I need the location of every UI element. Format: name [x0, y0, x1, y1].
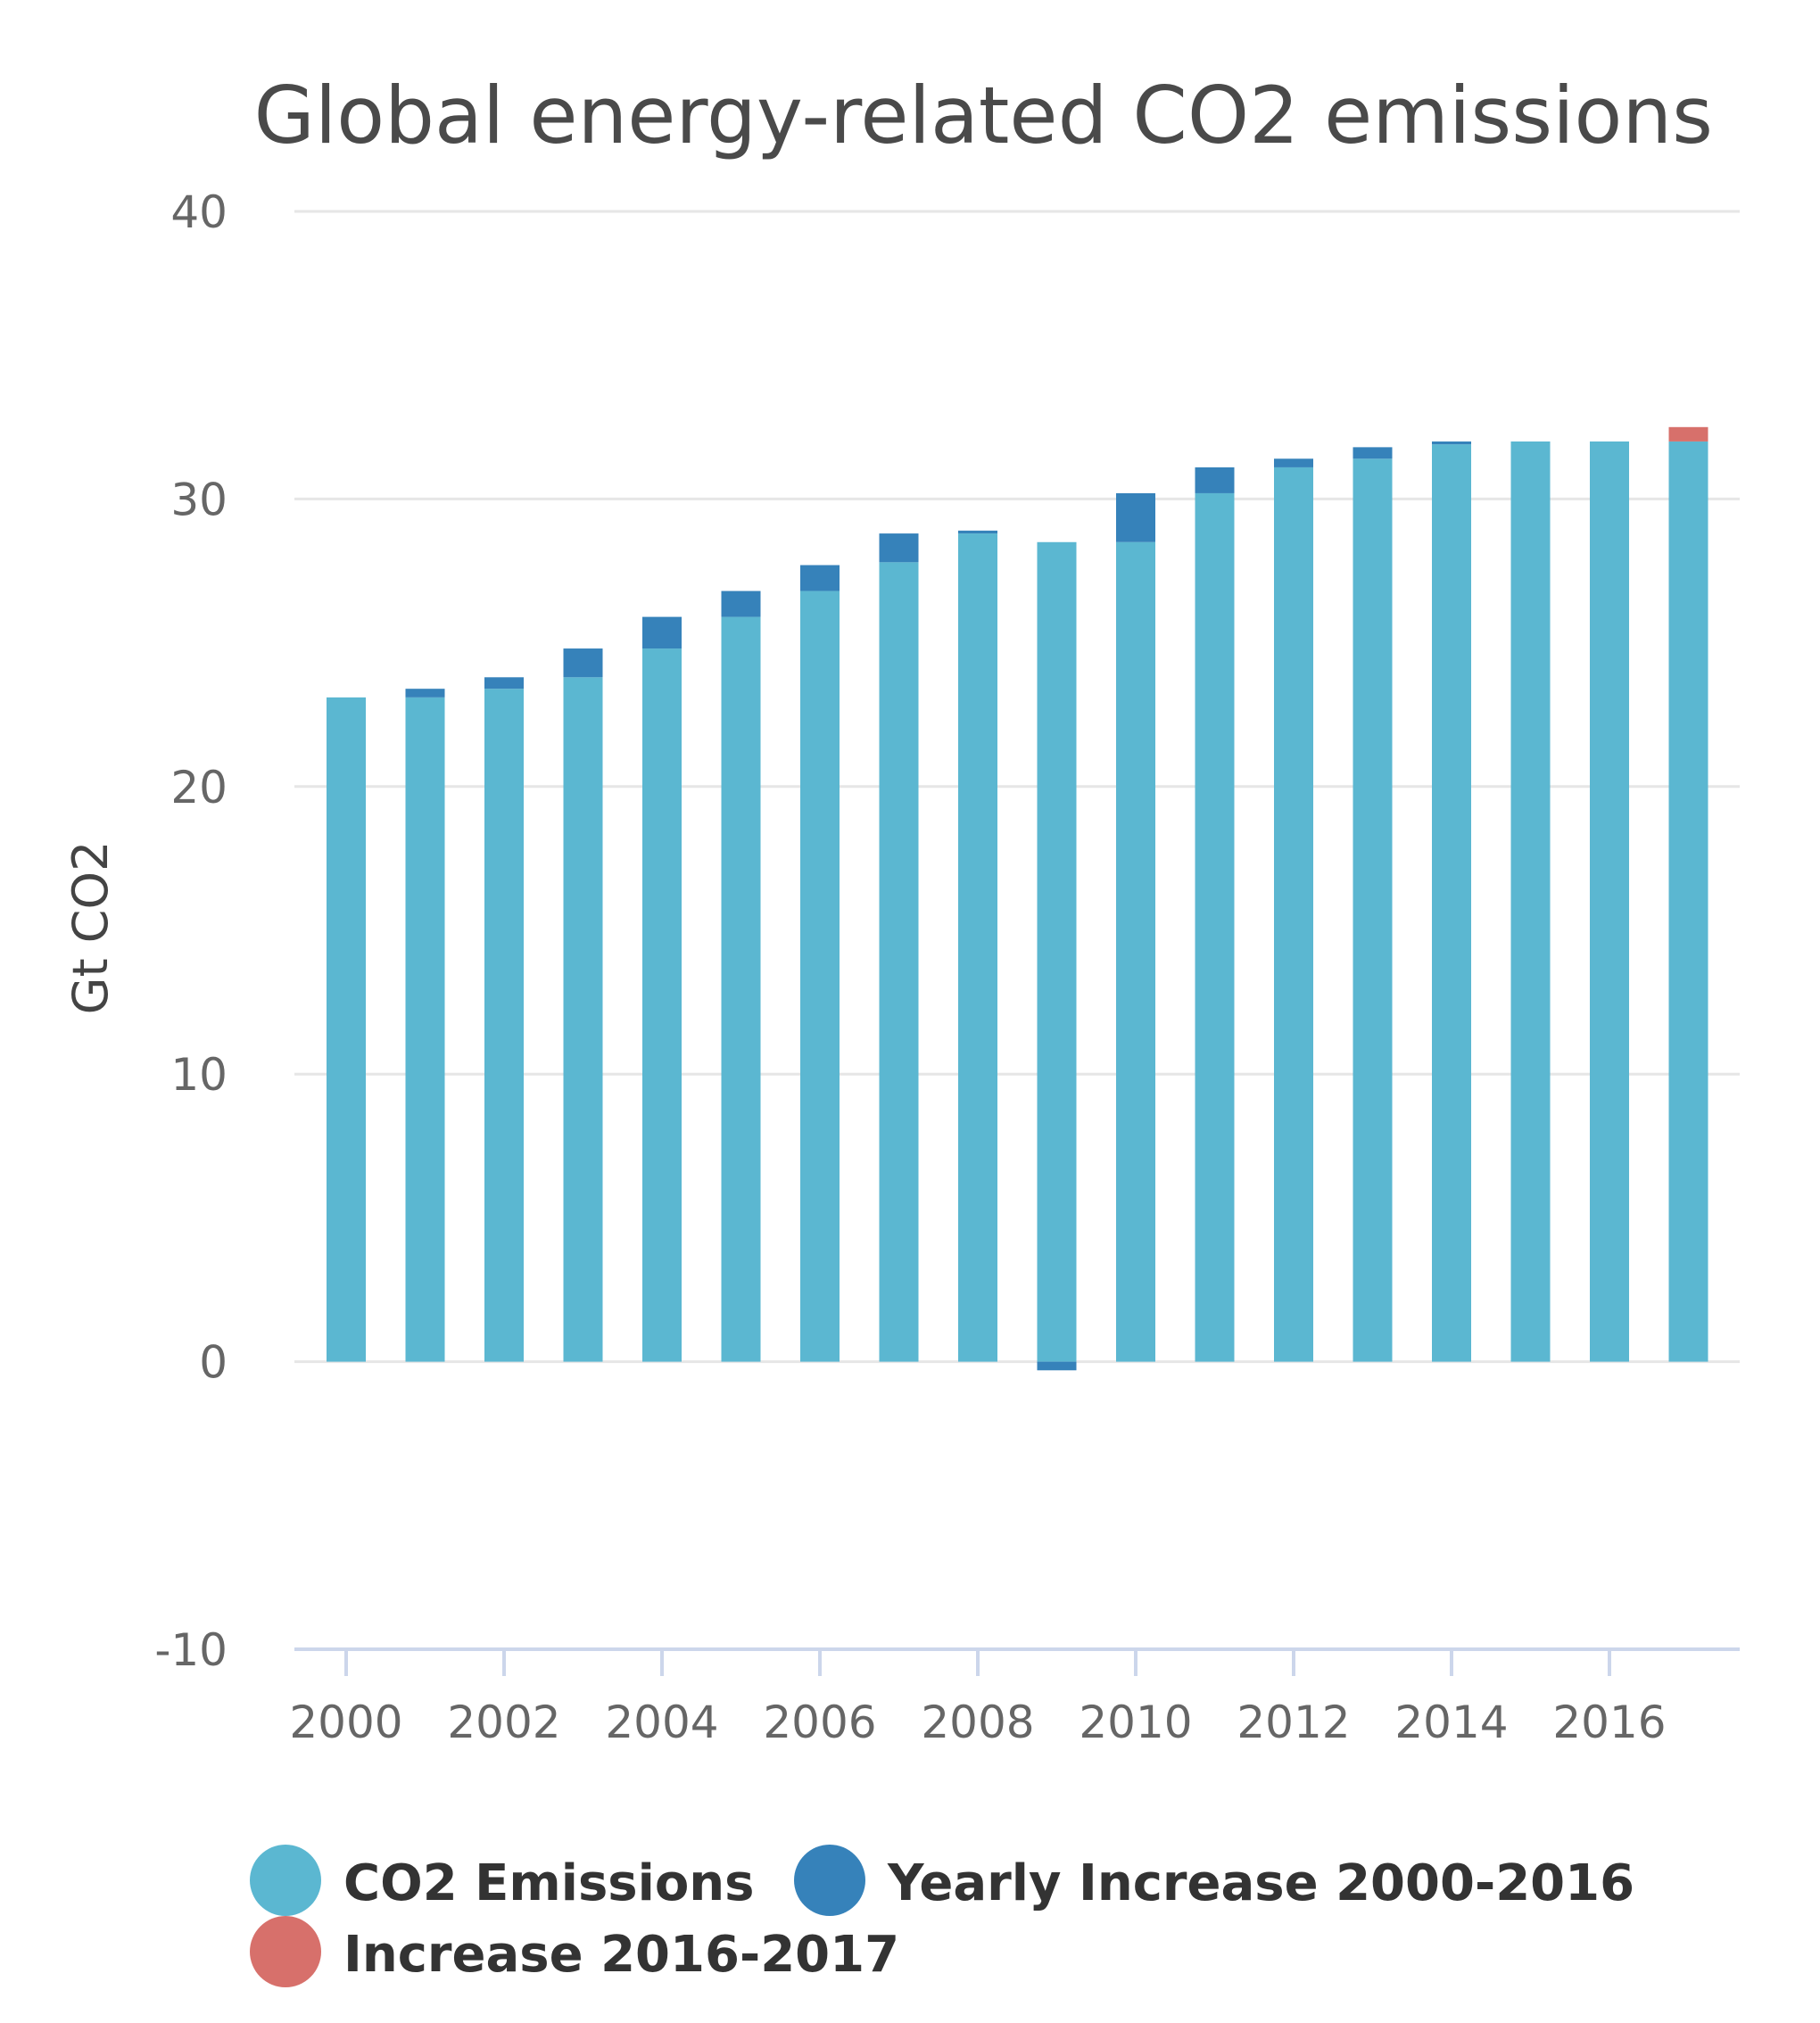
x-tick-label: 2012 — [1237, 1697, 1350, 1748]
bar-co2-emissions-2000 — [327, 697, 366, 1362]
bar-co2-emissions-2015 — [1510, 441, 1551, 1362]
bar-yearly-increase-2005 — [721, 590, 761, 617]
x-axis: 2000 2002 2004 2006 2008 2010 2012 2014 2016 — [289, 1647, 1740, 1748]
legend-item[interactable]: Increase 2016-2017 — [250, 1916, 899, 1987]
x-tick-label: 2006 — [763, 1697, 876, 1748]
bar-yearly-increase-2014 — [1432, 441, 1471, 445]
bar-co2-emissions-2010 — [1116, 541, 1155, 1362]
y-tick-label: 20 — [170, 762, 228, 813]
legend: CO2 Emissions Yearly Increase 2000-2016 In… — [250, 1845, 1634, 1987]
bar-co2-emissions-2012 — [1274, 467, 1313, 1362]
bar-co2-emissions-2016 — [1590, 441, 1629, 1362]
bar-yearly-increase-2003 — [563, 648, 603, 678]
x-tick-label: 2014 — [1394, 1697, 1508, 1748]
gridlines — [294, 210, 1740, 1364]
x-tick-label: 2008 — [921, 1697, 1034, 1748]
x-tick-label: 2016 — [1552, 1697, 1666, 1748]
legend-item[interactable]: Yearly Increase 2000-2016 — [794, 1845, 1634, 1916]
y-tick-label: 0 — [199, 1337, 228, 1389]
bar-yearly-increase-2004 — [642, 616, 682, 649]
bar-yearly-increase-2002 — [484, 677, 524, 689]
x-tick-label: 2002 — [447, 1697, 560, 1748]
bar-co2-emissions-2001 — [405, 697, 445, 1362]
bar-co2-emissions-2009 — [1037, 541, 1077, 1362]
chart-title: Global energy-related CO2 emissions — [254, 70, 1713, 161]
y-axis-ticks: 40 30 20 10 0 -10 — [154, 186, 228, 1676]
y-tick-label: 10 — [170, 1049, 228, 1101]
legend-swatch — [250, 1916, 321, 1987]
bars — [327, 426, 1708, 1371]
bar-increase-2016-2017-2017 — [1668, 426, 1708, 442]
bar-yearly-increase-2009 — [1037, 1361, 1077, 1371]
bar-co2-emissions-2017 — [1668, 441, 1708, 1362]
x-tick-label: 2010 — [1079, 1697, 1192, 1748]
bar-co2-emissions-2003 — [563, 677, 603, 1362]
legend-label: Yearly Increase 2000-2016 — [887, 1854, 1634, 1912]
legend-label: Increase 2016-2017 — [343, 1926, 899, 1984]
bar-yearly-increase-2012 — [1274, 458, 1313, 467]
bar-yearly-increase-2013 — [1353, 447, 1393, 459]
x-tick-label: 2000 — [289, 1697, 402, 1748]
bar-yearly-increase-2011 — [1195, 467, 1235, 493]
y-tick-label: 30 — [170, 474, 228, 525]
legend-label: CO2 Emissions — [343, 1854, 755, 1912]
legend-swatch — [250, 1845, 321, 1916]
y-axis-label: Gt CO2 — [62, 841, 119, 1015]
bar-yearly-increase-2007 — [879, 533, 919, 563]
y-tick-label: 40 — [170, 186, 228, 238]
bar-co2-emissions-2008 — [958, 533, 997, 1362]
bar-co2-emissions-2014 — [1432, 444, 1471, 1362]
bar-co2-emissions-2013 — [1353, 458, 1393, 1362]
bar-yearly-increase-2006 — [800, 565, 840, 591]
bar-co2-emissions-2011 — [1195, 492, 1235, 1362]
bar-co2-emissions-2007 — [879, 562, 919, 1362]
bar-yearly-increase-2008 — [958, 530, 997, 534]
legend-swatch — [794, 1845, 865, 1916]
bar-yearly-increase-2010 — [1116, 492, 1155, 542]
x-tick-label: 2004 — [605, 1697, 718, 1748]
y-tick-label: -10 — [154, 1624, 228, 1676]
bar-co2-emissions-2005 — [721, 616, 761, 1362]
bar-yearly-increase-2001 — [405, 689, 445, 698]
bar-co2-emissions-2002 — [484, 689, 524, 1362]
bar-co2-emissions-2004 — [642, 648, 682, 1362]
legend-item[interactable]: CO2 Emissions — [250, 1845, 755, 1916]
bar-co2-emissions-2006 — [800, 590, 840, 1362]
